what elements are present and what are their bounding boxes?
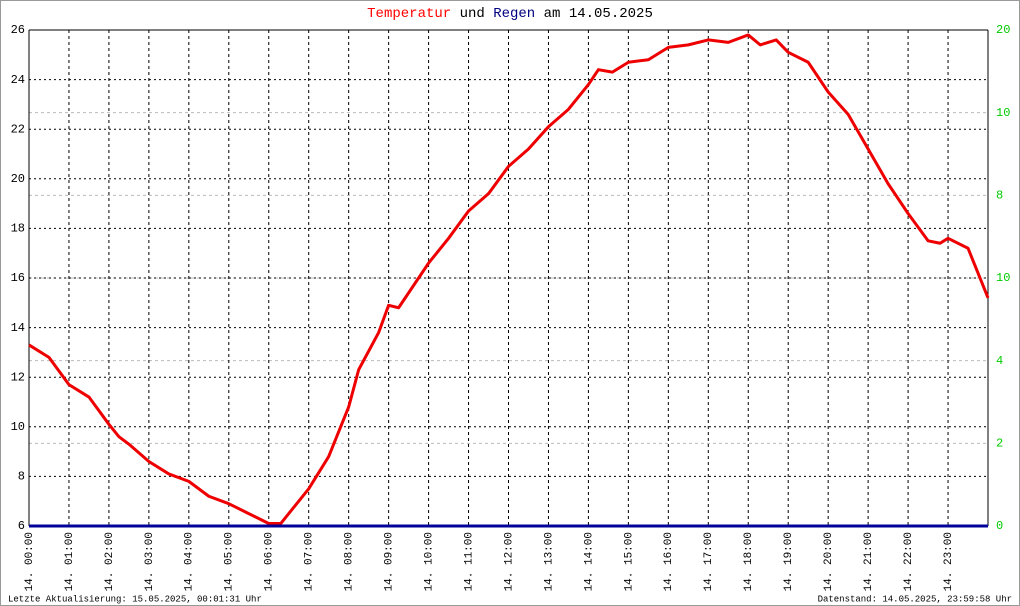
x-tick-label: 14. 08:00: [344, 532, 356, 591]
series-line: [28, 33, 990, 526]
x-tick-label: 14. 04:00: [184, 532, 196, 591]
x-tick-label: 14. 07:00: [304, 532, 316, 591]
x-tick-label: 14. 23:00: [943, 532, 955, 591]
y2-tick-label: 10: [996, 271, 1010, 285]
footer-left: Letzte Aktualisierung: 15.05.2025, 00:01…: [8, 594, 262, 604]
y2-tick-label: 20: [996, 23, 1010, 37]
y-tick-label: 6: [18, 519, 25, 533]
y-tick-label: 14: [11, 321, 25, 335]
y-tick-label: 24: [11, 73, 25, 87]
y-tick-label: 18: [11, 222, 25, 236]
x-tick-label: 14. 19:00: [783, 532, 795, 591]
y-tick-label: 16: [11, 271, 25, 285]
x-tick-label: 14. 15:00: [623, 532, 635, 591]
x-tick-label: 14. 01:00: [64, 532, 76, 591]
x-tick-label: 14. 13:00: [543, 532, 555, 591]
title-part: Temperatur: [367, 6, 451, 22]
x-tick-label: 14. 03:00: [144, 532, 156, 591]
x-tick-label: 14. 02:00: [104, 532, 116, 591]
x-tick-label: 14. 18:00: [743, 532, 755, 591]
y2-tick-label: 2: [996, 437, 1003, 451]
chart-title: Temperatur und Regen am 14.05.2025: [367, 6, 653, 22]
x-tick-label: 14. 17:00: [703, 532, 715, 591]
title-part: Regen: [493, 6, 535, 22]
x-tick-label: 14. 10:00: [423, 532, 435, 591]
x-tick-label: 14. 00:00: [24, 532, 36, 591]
x-tick-label: 14. 21:00: [863, 532, 875, 591]
y2-tick-label: 0: [996, 519, 1003, 533]
x-tick-label: 14. 22:00: [903, 532, 915, 591]
x-tick-label: 14. 09:00: [384, 532, 396, 591]
x-tick-label: 14. 14:00: [583, 532, 595, 591]
y-tick-label: 20: [11, 172, 25, 186]
y2-tick-label: 8: [996, 189, 1003, 203]
x-tick-label: 14. 16:00: [663, 532, 675, 591]
y2-tick-label: 4: [996, 354, 1003, 368]
x-tick-label: 14. 20:00: [823, 532, 835, 591]
title-part: am 14.05.2025: [544, 6, 653, 22]
y-tick-label: 10: [11, 420, 25, 434]
y-tick-label: 22: [11, 122, 25, 136]
footer-right: Datenstand: 14.05.2025, 23:59:58 Uhr: [818, 594, 1012, 604]
title-part: und: [460, 6, 485, 22]
x-tick-label: 14. 05:00: [224, 532, 236, 591]
y2-tick-label: 10: [996, 106, 1010, 120]
x-tick-label: 14. 12:00: [503, 532, 515, 591]
x-tick-label: 14. 06:00: [264, 532, 276, 591]
y-tick-label: 8: [18, 470, 25, 484]
y-tick-label: 26: [11, 23, 25, 37]
y-tick-label: 12: [11, 370, 25, 384]
x-tick-label: 14. 11:00: [463, 532, 475, 591]
